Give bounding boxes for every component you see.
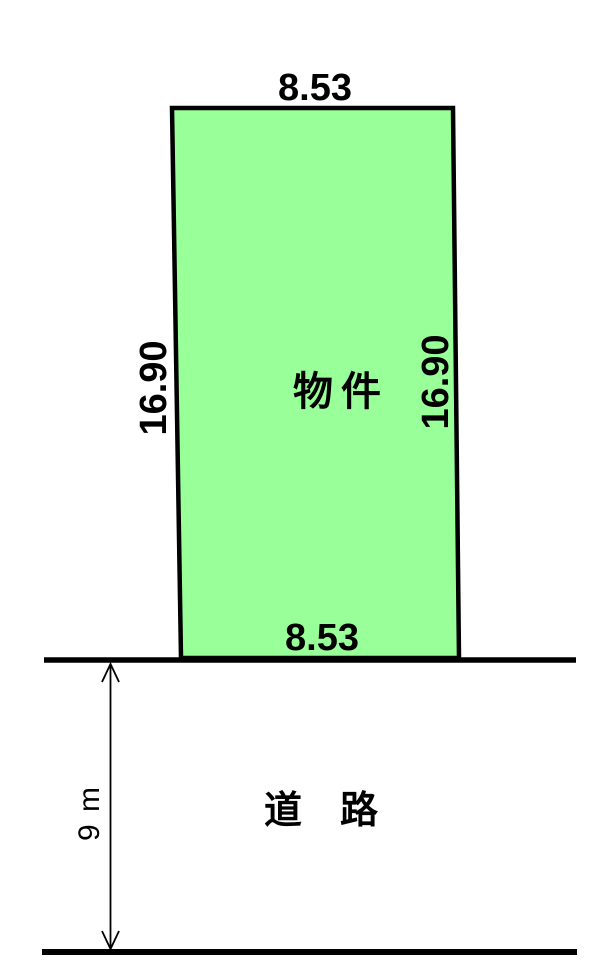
road-width-label: 9 m <box>73 784 106 842</box>
top-width-dimension: 8.53 <box>278 67 352 109</box>
right-depth-dimension: 16.90 <box>415 334 457 430</box>
road-label: 道 路 <box>263 790 379 832</box>
left-depth-dimension: 16.90 <box>133 340 175 436</box>
property-label: 物件 <box>293 370 389 414</box>
road-width-arrow-icon <box>101 661 120 952</box>
bottom-width-dimension: 8.53 <box>285 617 359 659</box>
